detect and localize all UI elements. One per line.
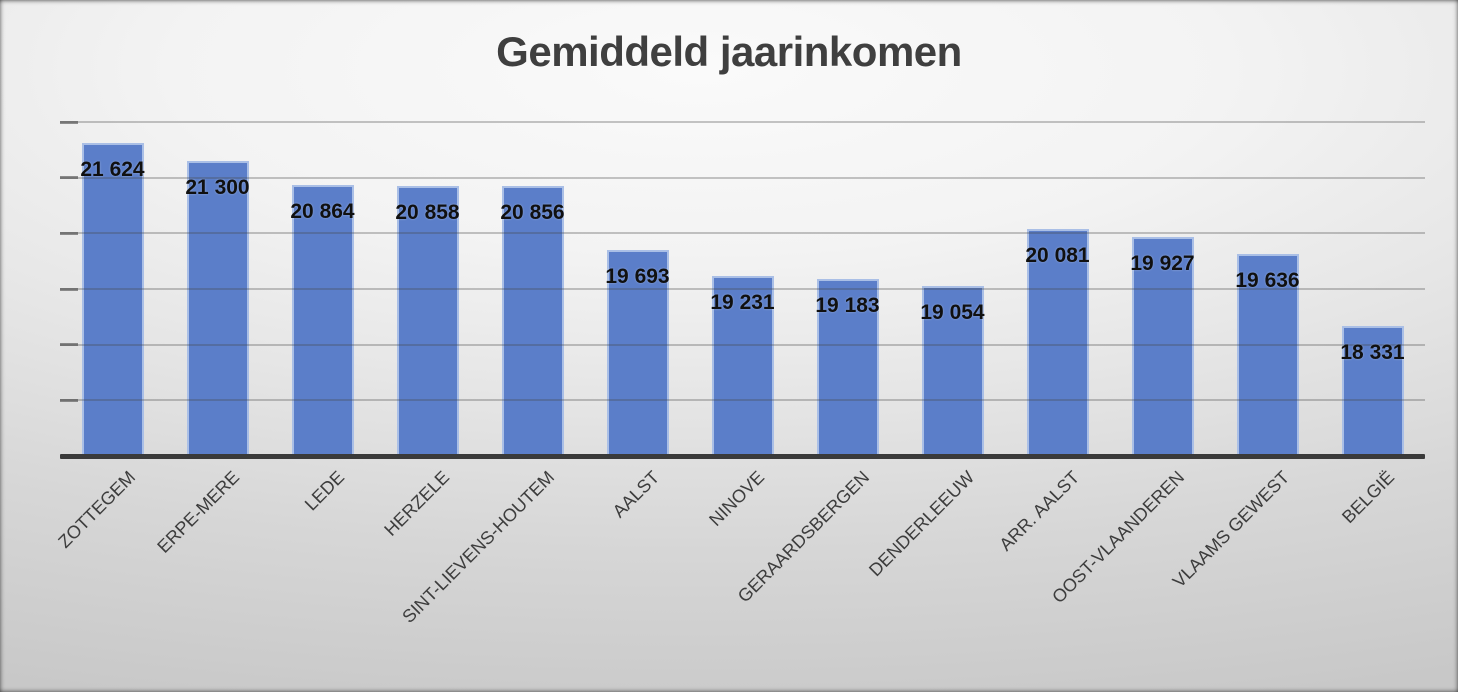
bar-value-label: 19 927 [1130,252,1195,276]
bar-value-label: 20 864 [290,200,355,224]
x-axis-line [60,454,1425,459]
x-axis-label: DENDERLEEUW [865,467,979,581]
bar-value-label: 20 081 [1025,243,1090,267]
bar-erpe-mere [186,161,249,456]
bar-vlaams-gewest [1236,253,1299,456]
chart-title: Gemiddeld jaarinkomen [496,28,962,75]
bar-geraardsbergen [816,278,879,456]
bar-value-label: 19 636 [1235,268,1300,292]
bar-belgi- [1341,326,1404,456]
bar-zottegem [81,142,144,456]
x-axis-label: VLAAMS GEWEST [1169,467,1294,592]
bar-oost-vlaanderen [1131,237,1194,456]
bar-herzele [396,185,459,456]
x-axis-label: NINOVE [705,467,769,530]
gridline-22000 [60,121,1425,123]
bar-value-label: 20 858 [395,200,460,224]
x-axis-label: ERPE-MERE [153,467,244,557]
axis-tick [60,343,78,347]
gridline-18000 [60,343,1425,346]
bar-arr-aalst [1026,228,1089,456]
bar-sint-lievens-houtem [501,185,564,456]
axis-tick [60,398,78,402]
bar-value-label: 21 300 [185,176,250,199]
x-axis-label: ZOTTEGEM [53,467,139,552]
gridline-20000 [60,232,1425,235]
x-axis-label: AALST [609,467,664,522]
bar-value-label: 21 624 [80,157,145,181]
x-axis-label: HERZELE [380,467,454,540]
gridline-17000 [60,399,1425,402]
bar-denderleeuw [921,286,984,456]
x-axis-label: BELGIË [1338,467,1399,528]
x-axis-label: ARR. AALST [995,467,1084,555]
bar-value-label: 19 183 [815,293,880,317]
axis-tick [60,176,78,180]
axis-tick [60,120,78,124]
x-axis-label: LEDE [301,467,349,515]
bar-ninove [711,276,774,456]
bar-value-label: 19 693 [605,265,670,289]
axis-tick [60,231,78,235]
bar-lede [291,185,354,456]
bar-value-label: 20 856 [500,200,565,224]
bar-value-label: 19 231 [710,291,775,315]
bar-value-label: 19 054 [920,301,985,324]
bar-value-label: 18 331 [1340,341,1405,365]
gridline-21000 [60,176,1425,179]
bar-aalst [606,250,669,456]
axis-tick [60,287,78,291]
gridline-19000 [60,288,1425,290]
